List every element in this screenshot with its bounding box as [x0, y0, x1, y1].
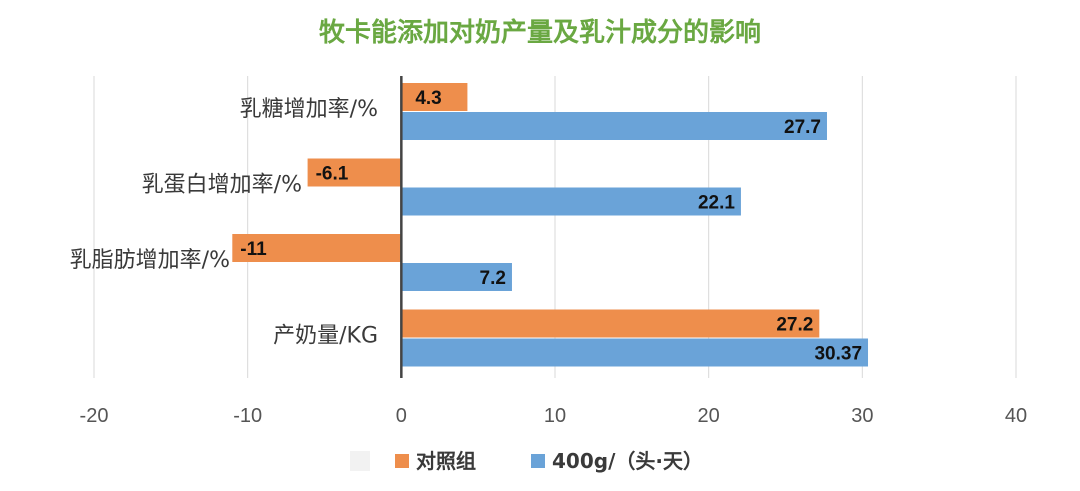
data-label: -11: [240, 239, 267, 260]
bar-treatment: [401, 338, 869, 367]
data-label: 22.1: [698, 193, 735, 214]
bar-control: [307, 158, 402, 187]
data-label: 27.2: [776, 315, 813, 336]
legend-swatch-control: [395, 454, 409, 468]
category-label: 乳蛋白增加率/%: [142, 173, 302, 198]
legend-background: [350, 451, 370, 471]
category-label: 乳脂肪增加率/%: [70, 248, 230, 273]
bar-control: [401, 83, 468, 111]
data-label: 4.3: [415, 88, 441, 109]
bar-control: [401, 309, 820, 338]
category-label: 乳糖增加率/%: [240, 97, 378, 122]
x-tick-label: 30: [851, 405, 873, 427]
legend-swatch-treatment: [531, 454, 545, 468]
legend-label-treatment: 400g/（头·天）: [552, 449, 703, 473]
bar-treatment: [401, 187, 741, 216]
category-label: 产奶量/KG: [273, 324, 378, 349]
x-tick-label: 40: [1005, 405, 1027, 427]
data-label: 27.7: [784, 117, 821, 138]
x-tick-label: 0: [396, 405, 407, 427]
bar-control: [232, 234, 402, 262]
data-label: -6.1: [316, 164, 349, 185]
chart-title: 牧卡能添加对奶产量及乳汁成分的影响: [318, 18, 761, 48]
data-label: 7.2: [480, 268, 506, 289]
x-tick-label: 20: [698, 405, 720, 427]
legend-label-control: 对照组: [416, 449, 476, 473]
x-tick-label: -20: [80, 405, 109, 427]
bar-treatment: [401, 263, 512, 291]
data-label: 30.37: [814, 344, 862, 365]
x-tick-label: -10: [233, 405, 262, 427]
x-tick-label: 10: [544, 405, 566, 427]
bar-treatment: [401, 112, 827, 140]
